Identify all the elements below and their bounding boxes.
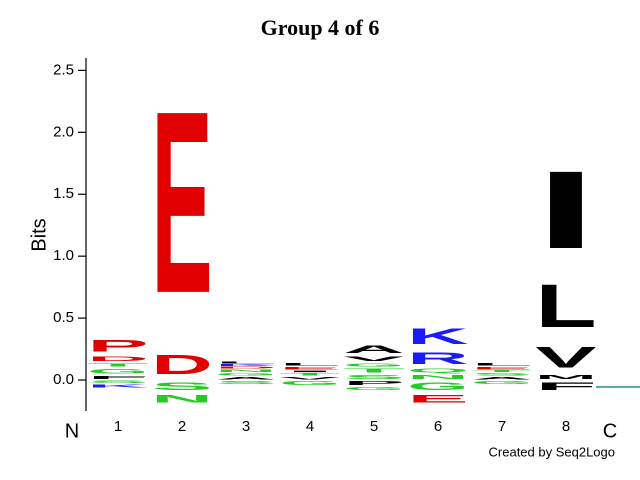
logo-letter: E — [151, 59, 212, 348]
logo-letter: V — [279, 376, 340, 380]
y-tick-label: 1.5 — [53, 185, 74, 202]
logo-letter: G — [407, 380, 468, 392]
y-tick-label: 1.0 — [53, 247, 74, 264]
credit: Created by Seq2Logo — [489, 444, 615, 459]
logo-letter: T — [279, 373, 340, 377]
logo-letter: A — [471, 376, 532, 380]
logo-letter: G — [215, 373, 276, 377]
logo-letter: E — [279, 366, 340, 370]
y-tick-label: 0.5 — [53, 309, 74, 326]
y-tick-label: 2.0 — [53, 123, 74, 140]
x-tick-label: 1 — [114, 418, 122, 435]
logo-letter: G — [343, 363, 404, 368]
logo-letter: P — [343, 380, 404, 386]
x-tick-label: 3 — [242, 418, 250, 435]
logo-letter: L — [279, 363, 340, 367]
x-tick-label: 8 — [562, 418, 570, 435]
logo-letter: L — [215, 361, 276, 363]
logo-letter: D — [215, 366, 276, 368]
logo-letter: F — [87, 375, 148, 380]
logo-letter: D — [87, 355, 148, 362]
logo-letter: Q — [407, 368, 468, 374]
logo-letter: I — [279, 370, 340, 372]
logo-letter: L — [535, 272, 596, 340]
y-tick-label: 2.5 — [53, 61, 74, 78]
logo-letter: K — [87, 384, 148, 389]
logo-letter: L — [471, 363, 532, 367]
end-label: C — [603, 420, 617, 442]
logo-letter: I — [535, 149, 596, 272]
logo-letter: G — [471, 380, 532, 385]
logo-letter: V — [343, 355, 404, 362]
logo-letter: G — [87, 368, 148, 375]
logo-letter: A — [343, 343, 404, 355]
logo-letter: E — [407, 392, 468, 404]
x-tick-label: 5 — [370, 418, 378, 435]
logo-letter: G — [343, 386, 404, 391]
logo-letter: N — [407, 374, 468, 380]
logo-letter: K — [215, 364, 276, 366]
logo-letter: N — [151, 392, 212, 404]
logo-letter: N — [215, 369, 276, 373]
logo-letter: R — [407, 349, 468, 367]
logo-letter: S — [151, 380, 212, 392]
logo-letter: A — [215, 376, 276, 380]
logo-letter: T — [471, 370, 532, 372]
logo-letter: P — [87, 337, 148, 356]
y-tick-label: 0.0 — [53, 371, 74, 388]
logo-letter: S — [343, 374, 404, 380]
logo-letter: D — [151, 349, 212, 380]
start-label: N — [65, 420, 79, 442]
logo-letter: V — [535, 341, 597, 374]
x-tick-label: 6 — [434, 418, 442, 435]
logo-letter: S — [215, 380, 276, 385]
y-axis-label: Bits — [28, 218, 50, 251]
logo-letter: F — [535, 380, 596, 392]
x-tick-label: 4 — [306, 418, 314, 435]
logo-letter: E — [471, 366, 532, 370]
x-tick-label: 2 — [178, 418, 186, 435]
logo-letter: T — [87, 363, 148, 368]
logo-letter: T — [343, 368, 404, 374]
logo-letter: M — [535, 374, 596, 380]
logo-letter: S — [471, 373, 532, 377]
chart-title: Group 4 of 6 — [261, 15, 380, 40]
logo-letter: G — [279, 380, 340, 386]
x-tick-label: 7 — [498, 418, 506, 435]
logo-letter: K — [407, 325, 469, 350]
logo-letter: S — [87, 380, 148, 384]
